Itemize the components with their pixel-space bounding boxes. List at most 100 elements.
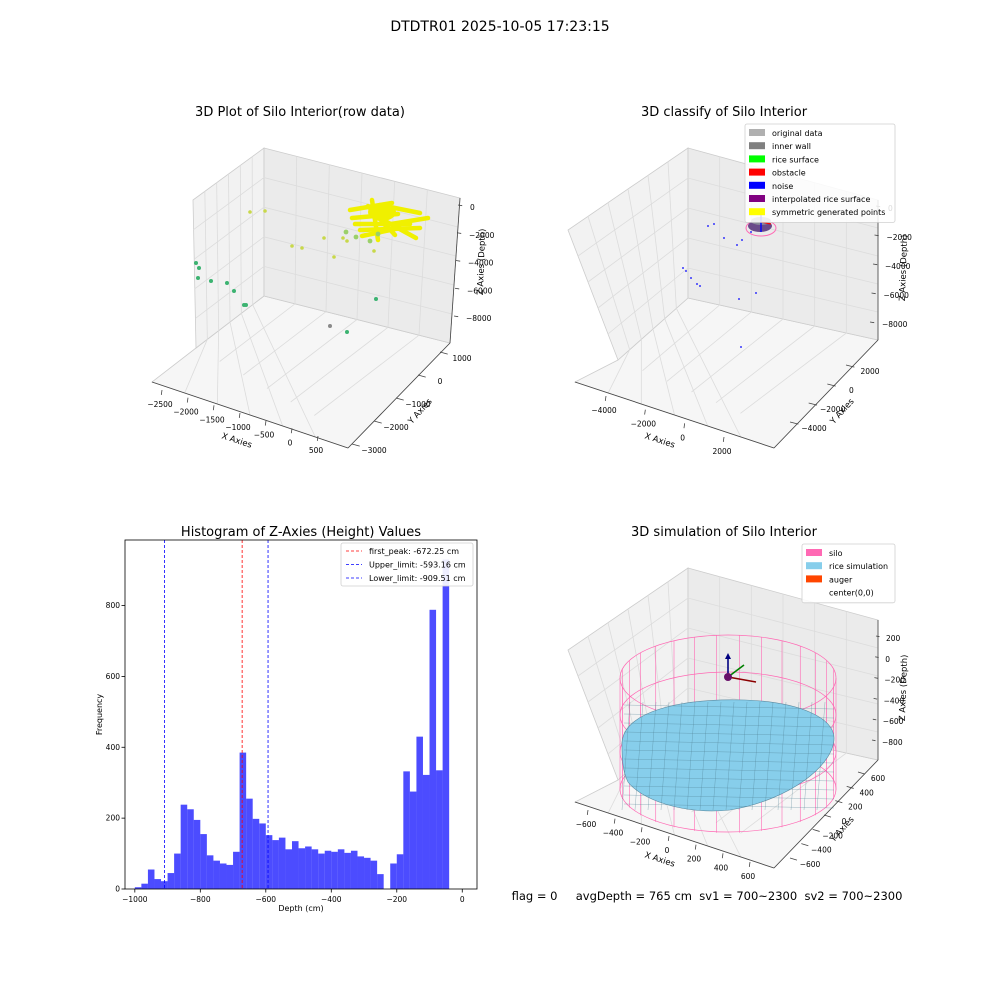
histogram-bar xyxy=(180,804,188,889)
data-point xyxy=(375,231,381,237)
data-point xyxy=(343,229,349,235)
x-axis-tick xyxy=(722,436,725,442)
grid-line xyxy=(577,597,879,677)
y-axis-tick-label: −2000 xyxy=(383,423,409,432)
histogram-bar xyxy=(436,770,443,889)
grid-line xyxy=(216,182,220,331)
rice-mesh-line xyxy=(816,701,826,811)
legend-swatch xyxy=(749,208,765,216)
y-axis-tick xyxy=(835,800,843,804)
histogram-bar xyxy=(377,874,384,889)
y-axis-tick xyxy=(827,383,836,387)
rice-surface-body xyxy=(621,699,835,812)
legend-swatch xyxy=(749,195,765,202)
noise-point xyxy=(736,244,738,246)
z-axis-tick-label: −600 xyxy=(883,717,904,726)
x-axis-tick xyxy=(160,389,163,395)
legend-swatch xyxy=(749,168,765,176)
z-axis-tick-label: −2000 xyxy=(469,231,495,240)
histogram-bar xyxy=(213,860,220,889)
legend-label: inner wall xyxy=(772,142,811,151)
chart-title: Histogram of Z-Axies (Height) Values xyxy=(181,525,421,540)
y-axis-tick xyxy=(417,374,426,378)
legend-label: Lower_limit: -909.51 cm xyxy=(369,574,466,583)
data-point xyxy=(209,279,213,283)
y-tick-label: 600 xyxy=(106,672,121,681)
x-axis-tick xyxy=(721,853,724,859)
rice-mesh-line xyxy=(623,803,835,809)
histogram-bar xyxy=(265,835,273,889)
z-axis-tick xyxy=(874,234,879,237)
y-axis-line xyxy=(347,342,451,449)
data-point xyxy=(194,261,198,265)
x-axis-tick xyxy=(212,405,215,411)
data-point xyxy=(328,324,332,328)
histogram-bar xyxy=(311,849,319,889)
legend-swatch xyxy=(749,155,765,163)
grid-line xyxy=(667,581,677,729)
data-point xyxy=(248,210,252,214)
x-axis-tick xyxy=(316,435,319,441)
center-axis-z-arrow xyxy=(725,653,731,659)
x-axis-tick-label: 600 xyxy=(741,872,756,881)
z-axis-tick xyxy=(873,698,878,700)
rice-mesh-line xyxy=(751,701,761,811)
histogram-bar xyxy=(252,818,260,889)
rice-mesh-line xyxy=(738,701,748,811)
y-axis-tick-label: 400 xyxy=(860,788,875,797)
x-axis-tick xyxy=(683,423,686,429)
legend-swatch xyxy=(749,142,765,150)
y-tick-label: 200 xyxy=(106,814,121,823)
rice-mesh-line xyxy=(623,758,835,764)
y-axis-tick-label: 0 xyxy=(849,386,854,395)
x-axis-tick xyxy=(586,809,589,815)
rice-mesh-line xyxy=(621,701,631,811)
rice-mesh-line xyxy=(623,776,835,782)
histogram-bar xyxy=(403,771,410,889)
panel-raw-data-3d: 3D Plot of Silo Interior(row data)−2500−… xyxy=(147,105,494,455)
grid-line xyxy=(715,325,815,403)
histogram-bar xyxy=(239,752,247,889)
rice-mesh-line xyxy=(673,701,683,811)
x-axis-tick-label: −600 xyxy=(576,820,597,829)
y-axis-tick xyxy=(373,420,382,424)
grid-line xyxy=(194,236,455,290)
z-axis-tick-label: 200 xyxy=(886,634,901,643)
grid-line xyxy=(418,189,428,336)
x-axis-label: X Axies xyxy=(643,850,676,869)
y-axis-tick xyxy=(395,397,404,401)
histogram-bar xyxy=(272,840,279,889)
histogram-bar xyxy=(246,798,253,889)
grid-line xyxy=(240,313,284,427)
x-axis-tick-label: −2000 xyxy=(631,420,657,429)
histogram-bar xyxy=(134,887,142,889)
x-tick-label: −1000 xyxy=(122,895,148,904)
z-axis-tick xyxy=(455,260,461,262)
z-axis-tick xyxy=(453,315,459,318)
rice-simulation-surface xyxy=(621,699,835,812)
histogram-bar xyxy=(337,849,345,889)
grid-line xyxy=(193,206,457,260)
z-axis-tick xyxy=(457,204,463,207)
y-axis-tick-label: 2000 xyxy=(860,367,879,376)
grid-line xyxy=(597,237,879,309)
histogram-bar xyxy=(141,883,148,889)
rice-mesh-line xyxy=(686,701,696,811)
x-axis-tick-label: −2500 xyxy=(147,400,173,409)
rice-mesh-line xyxy=(623,740,835,746)
histogram-bar xyxy=(147,869,155,889)
y-axis-tick xyxy=(789,421,799,425)
z-axis-tick xyxy=(456,232,462,234)
rice-mesh-line xyxy=(623,794,835,800)
z-axis-tick-label: −2000 xyxy=(887,233,913,242)
legend-label: rice surface xyxy=(772,155,819,164)
histogram-bar xyxy=(200,834,207,889)
legend-box xyxy=(744,123,896,223)
x-axis-tick-label: −2000 xyxy=(173,408,199,417)
legend-swatch xyxy=(749,181,765,189)
x-axis-line xyxy=(151,381,349,449)
rice-mesh-line xyxy=(712,701,722,811)
z-axis-tick xyxy=(872,263,878,266)
z-axis-tick-label: −6000 xyxy=(884,291,910,300)
grid-line xyxy=(184,339,208,394)
